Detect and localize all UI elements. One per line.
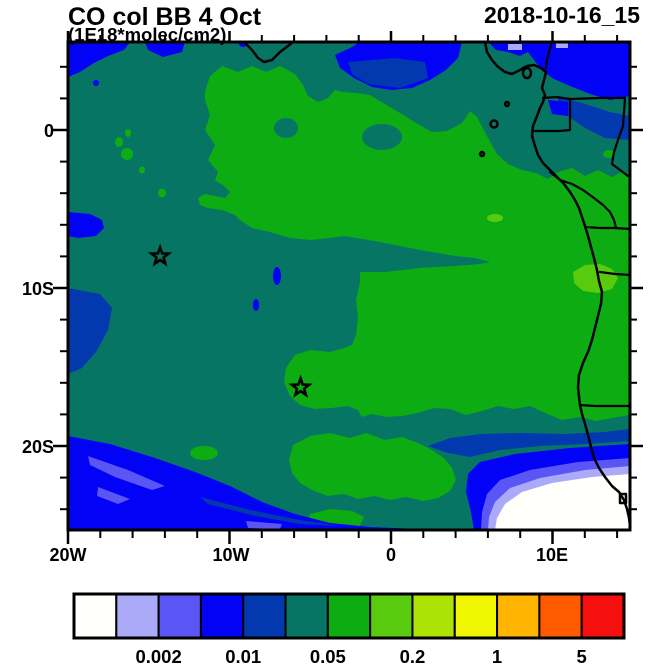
colorbar-segment	[496, 593, 541, 639]
star-marker	[288, 374, 313, 398]
country-borders	[533, 42, 630, 408]
colorbar-segment	[115, 593, 160, 639]
contour-green-plume	[93, 42, 630, 528]
plot-title: CO col BB 4 Oct	[68, 3, 262, 31]
y-tick-label-10s: 10S	[22, 279, 54, 299]
colorbar-labels: 0.002 0.01 0.05 0.2 1 5	[135, 646, 586, 667]
contour-blue-bands	[68, 42, 630, 530]
x-tick-label-10e: 10E	[536, 545, 568, 565]
colorbar-label: 1	[492, 646, 502, 667]
site-markers	[147, 243, 313, 398]
island-bioko	[521, 66, 533, 80]
walvis-bay-mark	[618, 492, 628, 505]
star-marker	[147, 243, 173, 267]
colorbar-segment	[157, 593, 202, 639]
plot-frame	[66, 40, 632, 532]
colorbar-label: 0.01	[225, 646, 261, 667]
colorbar-segment	[411, 593, 456, 639]
colorbar-segment	[580, 593, 626, 639]
colorbar	[72, 592, 626, 640]
colorbar-label: 0.2	[400, 646, 426, 667]
y-tick-label-0: 0	[44, 121, 54, 141]
colorbar-segment	[284, 593, 329, 639]
colorbar-segment	[453, 593, 499, 639]
map-plot-area	[68, 42, 630, 530]
plot-units-subtitle: (1E18*molec/cm2)	[68, 24, 226, 45]
x-tick-label-20w: 20W	[49, 545, 86, 565]
colorbar-label: 0.05	[310, 646, 346, 667]
island-principe	[489, 119, 499, 129]
colorbar-label: 0.002	[135, 646, 181, 667]
colorbar-label: 5	[577, 646, 587, 667]
colorbar-outline	[72, 592, 626, 640]
colorbar-segment	[199, 593, 245, 639]
contour-southeast-minimum	[428, 429, 630, 530]
island-sao-tome	[503, 100, 511, 108]
x-tick-label-0: 0	[386, 545, 396, 565]
colorbar-segment	[369, 593, 414, 639]
x-tick-label-10w: 10W	[212, 545, 249, 565]
colorbar-segment	[538, 593, 583, 639]
axis-ticks	[53, 31, 643, 544]
colorbar-segment	[326, 593, 372, 639]
colorbar-segment	[242, 593, 287, 639]
island-annobon	[478, 150, 486, 158]
timestamp-label: 2018-10-16_15	[484, 2, 640, 28]
colorbar-segment	[73, 593, 118, 639]
y-tick-label-20s: 20S	[22, 437, 54, 457]
